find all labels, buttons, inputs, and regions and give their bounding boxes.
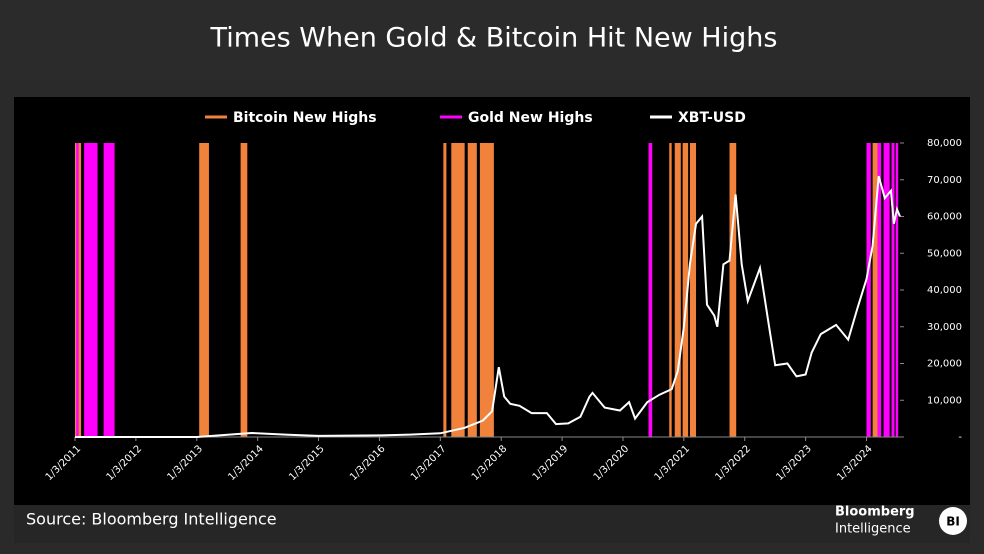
price-line [75,175,901,438]
chart-title: Times When Gold & Bitcoin Hit New Highs [210,23,778,54]
new-high-band [648,143,653,437]
new-high-band [479,143,494,437]
new-high-band [674,143,681,437]
logo-badge-circle [939,507,967,535]
new-high-band [877,143,882,437]
header [0,0,984,80]
legend-label: Bitcoin New Highs [233,110,377,126]
new-high-band [669,143,672,437]
y-tick-label: 30,000 [927,322,962,333]
source: Source: Bloomberg Intelligence [26,510,277,529]
y-tick-label: 60,000 [927,212,962,223]
y-tick-label: 80,000 [927,138,962,149]
new-high-band [872,143,879,437]
y-tick-label: 20,000 [927,359,962,370]
new-high-band [682,143,689,437]
new-high-band [467,143,477,437]
new-high-band [443,143,447,437]
y-tick-label: - [958,432,962,443]
new-high-band [451,143,465,437]
y-tick-label: 70,000 [927,175,962,186]
legend-label: Gold New Highs [468,110,593,126]
new-high-band [103,143,115,437]
new-high-band [883,143,890,437]
y-tick-label: 40,000 [927,285,962,296]
footer [14,505,970,543]
logo-badge: BI [946,515,960,529]
logo-line1: Bloomberg [835,505,915,520]
new-high-band [895,143,899,437]
new-high-band [199,143,209,437]
new-high-band [76,143,79,437]
new-high-band [891,143,895,437]
y-tick-label: 50,000 [927,248,962,259]
new-high-band [84,143,98,437]
new-high-band [689,143,697,437]
new-high-band [866,143,871,437]
y-tick-label: 10,000 [927,395,962,406]
legend-label: XBT-USD [678,110,746,126]
new-high-band [240,143,248,437]
logo-line2: Intelligence [835,522,911,537]
new-high-band [729,143,737,437]
